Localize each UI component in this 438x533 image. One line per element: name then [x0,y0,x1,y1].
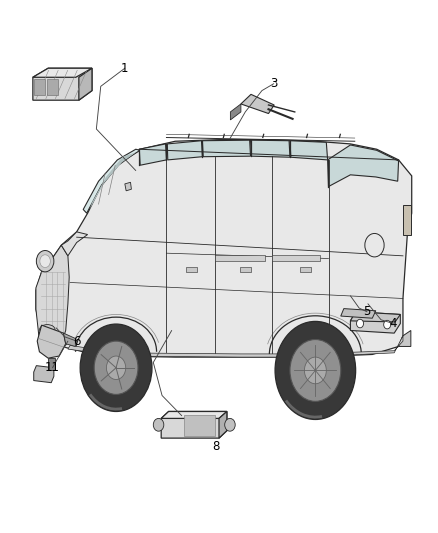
Polygon shape [350,312,400,333]
Text: 3: 3 [270,77,277,90]
Polygon shape [34,366,54,383]
Polygon shape [33,68,92,77]
Text: 4: 4 [389,317,397,330]
Bar [272,255,320,261]
Bar [186,266,197,272]
Circle shape [106,356,126,379]
Circle shape [36,251,54,272]
Text: 11: 11 [45,361,60,374]
Ellipse shape [39,325,55,334]
Circle shape [304,357,326,384]
Text: 8: 8 [212,440,219,453]
Bar [34,79,45,95]
Polygon shape [202,140,251,157]
Circle shape [365,233,384,257]
Circle shape [357,319,364,328]
Bar [47,79,58,95]
Circle shape [225,418,235,431]
Circle shape [40,255,50,268]
Polygon shape [37,325,66,358]
Circle shape [290,340,341,401]
Ellipse shape [50,338,68,346]
Circle shape [153,418,164,431]
Polygon shape [328,145,399,187]
Polygon shape [167,141,202,160]
Bar [240,266,251,272]
Polygon shape [48,358,55,370]
Bar [300,266,311,272]
Polygon shape [39,333,66,352]
Polygon shape [341,309,376,318]
Polygon shape [68,336,403,357]
Bar [42,333,59,344]
Text: 5: 5 [364,305,371,318]
Polygon shape [251,140,290,157]
Polygon shape [64,333,75,346]
Polygon shape [290,141,328,160]
Polygon shape [36,140,412,357]
Text: 1: 1 [121,62,129,75]
Bar [184,415,215,436]
Polygon shape [36,245,69,348]
Circle shape [384,320,391,329]
Polygon shape [139,144,166,165]
Polygon shape [33,68,92,100]
Polygon shape [61,232,88,256]
Circle shape [80,324,152,411]
Polygon shape [125,182,131,191]
Text: 6: 6 [73,335,81,348]
Polygon shape [399,330,411,346]
Polygon shape [241,94,274,114]
Polygon shape [350,312,400,322]
Circle shape [275,321,356,419]
Polygon shape [90,152,136,209]
Polygon shape [230,104,241,120]
Bar [215,255,265,261]
Bar [403,205,411,235]
Polygon shape [161,411,227,418]
Polygon shape [83,149,140,213]
Circle shape [94,341,138,394]
Polygon shape [219,411,227,438]
Polygon shape [79,68,92,100]
Polygon shape [161,411,227,438]
